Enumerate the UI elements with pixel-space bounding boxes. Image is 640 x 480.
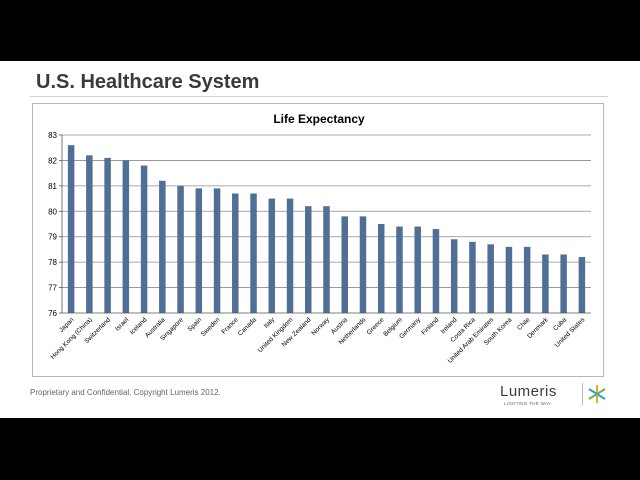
bar [122,160,130,313]
bar [232,193,239,313]
bar [250,193,257,313]
bar [396,226,403,313]
bar [67,145,75,313]
x-tick-label: Cuba [552,316,568,332]
y-tick-label: 81 [48,182,57,191]
bar [523,246,531,313]
bar [305,206,312,313]
slide-title: U.S. Healthcare System [36,71,260,93]
x-tick-label: Finland [420,316,440,336]
y-tick-label: 83 [48,131,57,140]
bar [195,188,203,313]
y-tick-label: 77 [48,284,57,293]
y-tick-label: 79 [48,233,57,242]
bar [578,257,586,313]
bar [542,254,549,313]
logo-name: Lumeris [500,383,557,400]
x-tick-label: Israel [114,316,131,333]
bar [560,254,567,313]
lumeris-logo: Lumeris LIGHTING THE WAY. [500,381,610,409]
bar [86,155,93,313]
bar [414,226,421,313]
bar [159,180,166,313]
starburst-icon [588,385,606,403]
life-expectancy-chart: Life Expectancy 76 77 78 79 80 81 82 83 JapanHo… [48,112,591,365]
bar [268,198,276,313]
x-tick-label: Chile [516,316,532,332]
bar [140,165,148,313]
bar [286,198,294,313]
x-tick-label: Spain [187,316,204,333]
bar [323,206,330,313]
slide: U.S. Healthcare System Life Expectancy 7… [0,61,640,418]
x-tick-label: Norway [310,316,331,337]
x-tick-label: Italy [263,316,277,330]
x-tick-label: Canada [237,316,258,337]
y-axis-ticks: 76 77 78 79 80 81 82 83 [48,131,62,318]
y-tick-label: 76 [48,309,57,318]
x-tick-label: Sweden [200,316,222,338]
bar [359,216,367,313]
y-tick-label: 80 [48,207,57,216]
bar [213,188,221,313]
bar [487,244,494,313]
bar [505,246,513,313]
bar [104,157,111,313]
bar [469,241,476,313]
chart-container: Life Expectancy 76 77 78 79 80 81 82 83 Japan Ho… [32,103,604,377]
bar [341,216,348,313]
chart-title: Life Expectancy [273,112,365,126]
bar [377,224,385,313]
title-divider [30,96,608,97]
logo-divider [582,383,583,405]
y-tick-label: 82 [48,156,57,165]
bar [177,185,184,313]
bar [450,239,458,313]
bar [432,229,440,313]
y-tick-label: 78 [48,258,57,267]
x-tick-label: Denmark [526,316,550,340]
copyright-footer: Proprietary and Confidential. Copyright … [30,388,221,397]
logo-tagline: LIGHTING THE WAY. [504,401,553,406]
bars [67,145,586,313]
